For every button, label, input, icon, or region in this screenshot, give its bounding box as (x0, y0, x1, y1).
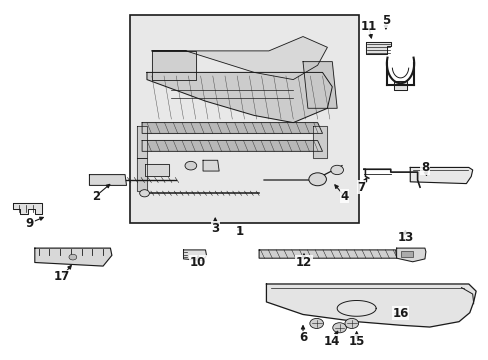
Polygon shape (312, 126, 327, 158)
Circle shape (140, 190, 149, 197)
Polygon shape (152, 37, 327, 80)
Polygon shape (144, 164, 168, 176)
Polygon shape (393, 81, 407, 90)
Polygon shape (259, 250, 396, 258)
Polygon shape (183, 250, 206, 261)
Polygon shape (35, 248, 112, 266)
Text: 9: 9 (26, 216, 34, 230)
Text: 16: 16 (391, 307, 408, 320)
Polygon shape (142, 123, 322, 134)
Bar (130, 15, 358, 223)
Text: 13: 13 (396, 231, 413, 244)
Polygon shape (147, 72, 331, 123)
Circle shape (330, 165, 343, 175)
Polygon shape (137, 126, 147, 158)
Polygon shape (266, 284, 475, 327)
Polygon shape (396, 248, 425, 262)
Text: 1: 1 (235, 225, 243, 238)
Text: 12: 12 (295, 256, 311, 269)
Text: 15: 15 (348, 335, 364, 348)
Text: 5: 5 (381, 14, 389, 27)
Text: 8: 8 (420, 161, 428, 174)
Text: 11: 11 (360, 20, 376, 33)
Polygon shape (203, 160, 219, 171)
Text: 10: 10 (190, 256, 206, 269)
Bar (400, 251, 412, 257)
Polygon shape (409, 167, 472, 184)
Circle shape (69, 254, 77, 260)
Circle shape (308, 173, 326, 186)
Polygon shape (303, 62, 336, 108)
Text: 4: 4 (340, 190, 348, 203)
Circle shape (309, 319, 323, 328)
Polygon shape (366, 42, 390, 54)
Text: 7: 7 (357, 181, 365, 194)
Text: 6: 6 (298, 331, 306, 344)
Polygon shape (152, 51, 195, 80)
Circle shape (332, 323, 346, 333)
Text: 2: 2 (92, 190, 100, 203)
Polygon shape (142, 140, 322, 151)
Polygon shape (13, 203, 42, 214)
Polygon shape (137, 158, 147, 191)
Polygon shape (89, 175, 126, 185)
Circle shape (184, 161, 196, 170)
Text: 17: 17 (53, 270, 70, 283)
Text: 3: 3 (211, 222, 219, 235)
Text: 14: 14 (324, 335, 340, 348)
Circle shape (344, 319, 358, 328)
